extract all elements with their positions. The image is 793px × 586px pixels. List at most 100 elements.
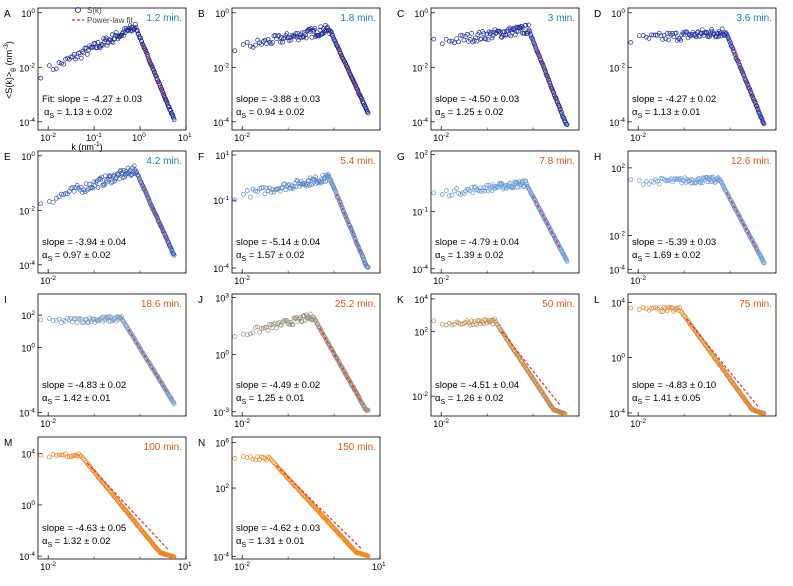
- data-point: [159, 381, 165, 386]
- data-point: [280, 185, 285, 190]
- data-point: [347, 378, 353, 384]
- y-axis-label: <S(k)>θ (nm-3): [3, 41, 18, 99]
- data-point: [746, 85, 752, 91]
- data-point: [643, 306, 649, 312]
- time-label: 1.8 min.: [340, 13, 376, 24]
- scatter-series: [232, 22, 371, 116]
- data-point: [135, 172, 140, 178]
- alpha-text: αS = 1.69 ± 0.02: [632, 250, 700, 263]
- data-point: [449, 38, 455, 44]
- y-tick-label: 100: [21, 151, 35, 162]
- data-point: [268, 322, 274, 328]
- data-point: [244, 332, 250, 338]
- data-point: [126, 28, 132, 33]
- data-point: [113, 30, 119, 35]
- data-point: [247, 194, 253, 200]
- data-point: [523, 178, 529, 184]
- y-tick-label: 102: [414, 149, 428, 160]
- data-point: [446, 193, 452, 199]
- panel-M: M 10-2 101 104 100 10-4 100 min. slope = -4.63 …: [4, 436, 192, 572]
- data-point: [471, 38, 477, 43]
- data-point: [506, 32, 512, 37]
- x-tick-label: 10-2: [40, 132, 56, 143]
- data-point: [56, 194, 62, 200]
- data-point: [676, 307, 681, 313]
- data-point: [127, 168, 133, 173]
- data-point: [365, 407, 371, 413]
- data-point: [365, 265, 371, 270]
- data-point: [278, 35, 284, 40]
- data-point: [87, 463, 92, 469]
- data-point: [144, 192, 150, 198]
- data-point: [526, 22, 531, 28]
- data-point: [46, 199, 52, 204]
- data-point: [50, 67, 56, 72]
- data-point: [128, 173, 134, 178]
- data-point: [761, 410, 767, 416]
- data-point: [452, 40, 457, 46]
- data-point: [726, 36, 732, 42]
- data-point: [53, 195, 59, 201]
- slope-text: slope = -5.39 ± 0.03: [632, 237, 716, 248]
- data-point: [694, 30, 700, 35]
- data-point: [661, 304, 667, 310]
- data-point: [141, 43, 146, 49]
- data-point: [135, 341, 140, 347]
- x-tick-label: 10-2: [630, 418, 646, 429]
- alpha-text: αS = 1.13 ± 0.01: [632, 107, 700, 120]
- time-label: 50 min.: [542, 299, 575, 310]
- data-point: [469, 318, 474, 324]
- data-point: [558, 107, 563, 112]
- time-label: 18.6 min.: [141, 299, 182, 310]
- data-point: [329, 29, 334, 35]
- data-point: [312, 26, 318, 31]
- data-point: [81, 319, 87, 325]
- data-point: [53, 318, 59, 323]
- x-tick-label: 10-2: [40, 275, 56, 286]
- y-tick-label: 10-4: [213, 117, 229, 128]
- data-point: [232, 334, 238, 339]
- data-point: [74, 183, 80, 188]
- data-point: [492, 316, 498, 322]
- data-point: [554, 96, 559, 102]
- y-tick-label: 10-2: [412, 62, 428, 73]
- data-point: [324, 174, 330, 180]
- data-point: [121, 168, 127, 173]
- fit-line: [534, 46, 562, 111]
- data-point: [723, 31, 729, 36]
- data-point: [171, 401, 177, 406]
- panel-E: E 10-2 100 10-2 10-4 4.2 min. slope = -3.94 ± …: [4, 150, 187, 286]
- panel-frame: [627, 293, 777, 417]
- alpha-text: αS = 1.42 ± 0.01: [42, 393, 110, 406]
- panel-F: F 10-2 101 10-1 10-4 5.4 min. slope = -5.14 ± …: [198, 150, 381, 286]
- data-point: [276, 466, 282, 471]
- panel-J: J 10-2 103 100 10-3 25.2 min. slope = -4.49 ± …: [198, 292, 381, 429]
- data-point: [84, 461, 90, 467]
- data-point: [146, 55, 151, 61]
- data-point: [277, 188, 283, 194]
- data-point: [129, 331, 134, 337]
- x-tick-label: 10-2: [433, 132, 449, 143]
- data-point: [71, 189, 77, 194]
- alpha-text: αS = 1.26 ± 0.02: [435, 393, 503, 406]
- data-point: [646, 181, 652, 187]
- panel-C: C 10-2 100 10-2 10-4 3 min. slope = -4.50 ± 0.…: [397, 7, 580, 143]
- data-point: [706, 33, 711, 39]
- data-point: [755, 107, 761, 113]
- data-point: [247, 454, 253, 460]
- data-point: [307, 311, 313, 317]
- data-point: [340, 205, 345, 211]
- data-point: [114, 497, 120, 503]
- data-point: [307, 316, 312, 322]
- data-point: [537, 54, 542, 60]
- data-point: [495, 28, 500, 34]
- alpha-text: αS = 1.25 ± 0.01: [236, 393, 304, 406]
- y-tick-label: 10-4: [19, 551, 35, 562]
- panel-letter: B: [198, 9, 205, 20]
- data-point: [247, 331, 253, 337]
- data-point: [232, 48, 238, 54]
- data-point: [479, 36, 484, 42]
- time-label: 5.4 min.: [340, 156, 376, 167]
- data-point: [300, 181, 306, 186]
